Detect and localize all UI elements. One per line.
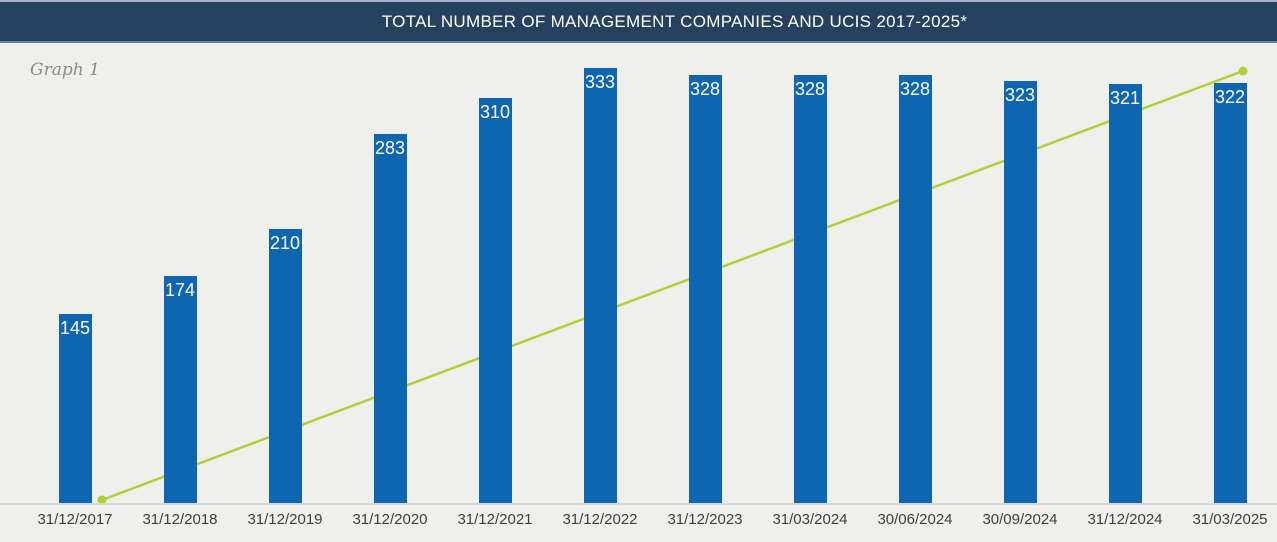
x-axis-label: 31/12/2024	[1087, 511, 1163, 528]
bar: 323	[1003, 81, 1037, 503]
bar: 174	[163, 276, 197, 503]
bar-value-label: 333	[584, 72, 616, 92]
bar: 333	[583, 68, 617, 503]
graph-number-label: Graph 1	[30, 60, 100, 80]
x-axis-label: 31/12/2020	[352, 511, 428, 528]
bar: 328	[793, 75, 827, 503]
bar-value-label: 310	[479, 102, 511, 122]
bar: 328	[898, 75, 932, 503]
bar: 322	[1213, 83, 1247, 503]
bar-value-label: 328	[899, 79, 931, 99]
bar-value-label: 328	[689, 79, 721, 99]
bar: 283	[373, 134, 407, 503]
x-axis-line	[0, 503, 1277, 505]
x-axis-label: 31/03/2024	[772, 511, 848, 528]
bar: 321	[1108, 84, 1142, 503]
bar: 328	[688, 75, 722, 503]
bar-value-label: 210	[269, 233, 301, 253]
x-axis-label: 31/12/2017	[37, 511, 113, 528]
bar-value-label: 322	[1214, 87, 1246, 107]
x-axis-label: 31/12/2019	[247, 511, 323, 528]
bar: 210	[268, 229, 302, 503]
x-axis-label: 31/03/2025	[1192, 511, 1268, 528]
x-axis-label: 30/06/2024	[877, 511, 953, 528]
bar-value-label: 321	[1109, 88, 1141, 108]
x-axis-label: 31/12/2018	[142, 511, 218, 528]
x-axis-label: 31/12/2023	[667, 511, 743, 528]
bar: 310	[478, 98, 512, 503]
bar: 145	[58, 314, 92, 503]
x-axis-label: 31/12/2022	[562, 511, 638, 528]
chart-title: TOTAL NUMBER OF MANAGEMENT COMPANIES AND…	[381, 11, 968, 31]
x-axis-label: 31/12/2021	[457, 511, 533, 528]
x-axis-label: 30/09/2024	[982, 511, 1058, 528]
top-edge-strip	[0, 0, 1277, 2]
trend-line-end-marker	[1238, 66, 1248, 76]
bar-value-label: 174	[164, 280, 196, 300]
chart-title-bar: TOTAL NUMBER OF MANAGEMENT COMPANIES AND…	[0, 2, 1277, 43]
bar-value-label: 283	[374, 138, 406, 158]
bar-value-label: 323	[1004, 85, 1036, 105]
trend-line-start-marker	[97, 495, 107, 505]
bar-value-label: 145	[59, 318, 91, 338]
bar-value-label: 328	[794, 79, 826, 99]
